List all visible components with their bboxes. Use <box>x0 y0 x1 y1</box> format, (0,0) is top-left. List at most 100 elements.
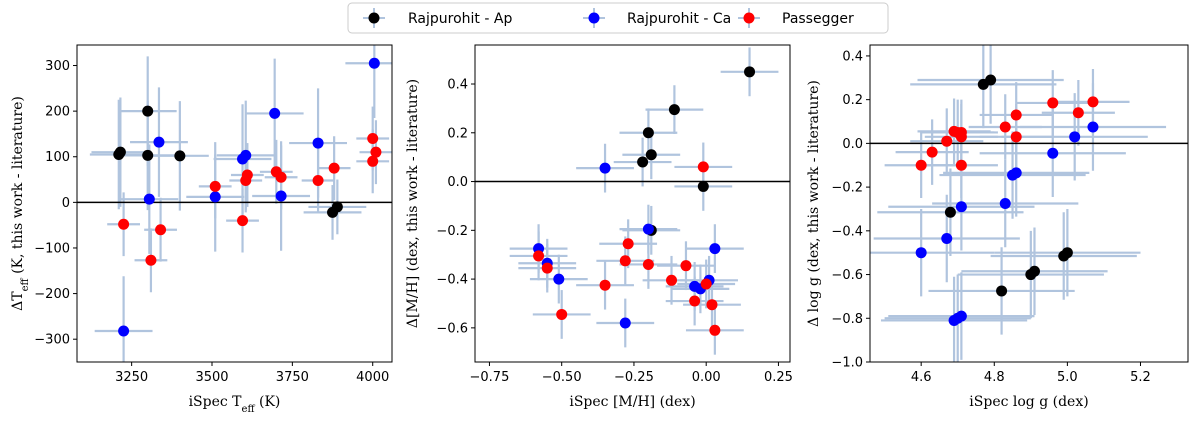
data-point <box>368 57 380 69</box>
data-point <box>367 133 379 145</box>
data-point <box>145 254 157 266</box>
series-rajpurohit-ap <box>113 105 343 218</box>
data-point <box>1010 109 1022 121</box>
x-tick-label: 3250 <box>115 370 148 385</box>
data-point <box>619 255 631 267</box>
data-point <box>370 146 382 158</box>
y-tick-label: −0.6 <box>436 321 468 336</box>
data-point <box>941 232 953 244</box>
y-tick-label: 0.0 <box>447 175 468 190</box>
y-tick-label: −1.0 <box>831 356 863 371</box>
legend-marker <box>588 12 600 24</box>
y-tick-label: 100 <box>45 150 70 165</box>
data-point <box>312 137 324 149</box>
data-point <box>599 162 611 174</box>
data-point <box>1010 167 1022 179</box>
legend-marker <box>368 12 380 24</box>
data-point <box>237 215 249 227</box>
data-point <box>666 274 678 286</box>
data-point <box>533 250 545 262</box>
series-rajpurohit-ap <box>944 74 1073 297</box>
data-point <box>944 206 956 218</box>
data-point <box>915 247 927 259</box>
y-tick-label: 300 <box>45 59 70 74</box>
data-point <box>915 159 927 171</box>
data-point <box>367 155 379 167</box>
data-point <box>668 104 680 116</box>
data-point <box>985 74 997 86</box>
y-tick-label: −0.2 <box>831 181 863 196</box>
x-tick-label: −0.50 <box>542 370 582 385</box>
data-point <box>642 127 654 139</box>
data-point <box>312 174 324 186</box>
data-point <box>331 201 343 213</box>
data-point <box>642 223 654 235</box>
data-point <box>275 190 287 202</box>
data-point <box>1010 131 1022 143</box>
y-tick-label: −0.4 <box>831 224 863 239</box>
data-point <box>697 161 709 173</box>
data-point <box>645 149 657 161</box>
legend-entry-passegger: Passegger <box>738 8 854 28</box>
legend-label: Rajpurohit - Ca <box>627 11 731 27</box>
data-point <box>118 218 130 230</box>
data-point <box>697 180 709 192</box>
plot-area <box>870 45 1188 362</box>
series-rajpurohit-ap <box>637 66 756 236</box>
data-point <box>996 285 1008 297</box>
data-point <box>541 262 553 274</box>
errorbars <box>89 45 392 362</box>
y-tick-label: −0.2 <box>436 224 468 239</box>
x-tick-label: 3500 <box>195 370 228 385</box>
data-point <box>619 317 631 329</box>
data-point <box>700 278 712 290</box>
data-point <box>999 198 1011 209</box>
data-point <box>240 149 252 161</box>
x-axis-label: iSpec log g (dex) <box>969 394 1088 410</box>
data-point <box>1047 97 1059 109</box>
data-point <box>999 121 1011 133</box>
data-point <box>941 135 953 147</box>
y-tick-label: 200 <box>45 105 70 120</box>
data-point <box>680 260 692 272</box>
axes-frame <box>869 44 1189 363</box>
data-point <box>1087 121 1099 133</box>
series-rajpurohit-ca <box>915 121 1099 326</box>
data-point <box>955 201 967 213</box>
data-point <box>599 279 611 291</box>
y-axis-label: Δ log g (dex, this work - literature) <box>806 80 822 327</box>
data-point <box>955 159 967 171</box>
legend-label: Rajpurohit - Ap <box>408 11 512 27</box>
data-point <box>174 150 186 162</box>
y-axis-label: Δ[M/H] (dex, this work - literature) <box>405 79 421 328</box>
y-tick-label: 0 <box>62 196 70 211</box>
data-point <box>209 191 221 203</box>
data-point <box>553 273 565 285</box>
data-point <box>143 193 155 205</box>
data-point <box>209 180 221 192</box>
series-passegger <box>118 133 382 266</box>
y-tick-label: 0.2 <box>447 126 468 141</box>
data-point <box>275 171 287 183</box>
errorbars <box>509 47 779 355</box>
y-tick-label: −200 <box>34 287 70 302</box>
axes-frame <box>474 44 791 363</box>
panel-metallicity: −0.75 −0.50 −0.25 0.00 0.25 −0.6 −0.4 −0.2 0.0 0.… <box>405 44 793 410</box>
x-tick-label: 5.0 <box>1057 370 1078 385</box>
x-axis-label: iSpec [M/H] (dex) <box>569 394 695 410</box>
legend-label: Passegger <box>782 11 854 27</box>
y-tick-label: 0.4 <box>842 49 863 64</box>
panel-logg: 4.6 4.8 5.0 5.2 −1.0 −0.8 −0.6 −0.4 −0.2 0.0 0.2 0.… <box>806 44 1189 410</box>
x-axis-label: iSpec Teff (K) <box>189 394 281 415</box>
data-point <box>155 224 167 236</box>
legend: Rajpurohit - Ap Rajpurohit - Ca Passegge… <box>347 2 889 34</box>
data-point <box>114 146 126 158</box>
y-axis-label: ΔTeff (K, this work - literature) <box>10 96 31 311</box>
x-tick-label: 0.00 <box>692 370 721 385</box>
data-point <box>556 308 568 320</box>
data-point <box>1069 131 1081 143</box>
x-tick-label: −0.75 <box>470 370 510 385</box>
data-point <box>744 66 756 78</box>
series-rajpurohit-ca <box>118 57 380 337</box>
y-tick-label: 0.2 <box>842 93 863 108</box>
